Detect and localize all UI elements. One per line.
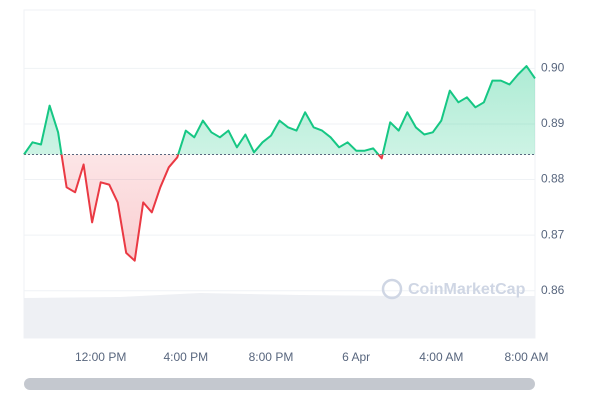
price-line-down (24, 154, 384, 262)
area-down (61, 154, 383, 261)
x-tick-label: 8:00 PM (249, 350, 294, 364)
x-tick-label: 6 Apr (342, 350, 370, 364)
watermark: CoinMarketCap (408, 281, 526, 298)
watermark-logo (381, 278, 403, 300)
y-tick-label: 0.86 (541, 283, 565, 297)
y-tick-label: 0.89 (541, 116, 565, 130)
x-tick-label: 8:00 AM (504, 350, 548, 364)
scrollbar[interactable] (24, 378, 535, 390)
x-tick-label: 12:00 PM (75, 350, 126, 364)
y-tick-label: 0.87 (541, 227, 565, 241)
x-tick-label: 4:00 AM (419, 350, 463, 364)
y-tick-label: 0.88 (541, 172, 565, 186)
volume-area (24, 293, 535, 338)
price-line-up (23, 65, 536, 155)
x-tick-label: 4:00 PM (163, 350, 208, 364)
y-tick-label: 0.90 (541, 61, 565, 75)
area-up (24, 66, 535, 155)
